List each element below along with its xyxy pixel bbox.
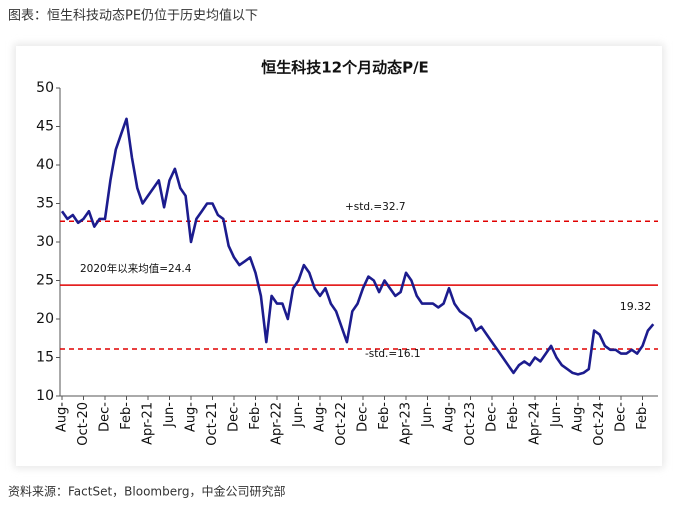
y-tick-label: 25	[36, 273, 54, 289]
x-tick-label: Oct-21	[205, 402, 220, 446]
x-tick-label: Feb-	[506, 402, 521, 430]
y-tick-label: 40	[36, 157, 54, 173]
x-tick-label: Aug-	[55, 402, 70, 432]
source: 资料来源：FactSet，Bloomberg，中金公司研究部	[8, 484, 285, 499]
x-tick-label: Dec-	[614, 402, 629, 432]
y-tick-label: 35	[36, 196, 54, 212]
chart-title: 恒生科技12个月动态P/E	[261, 59, 429, 77]
reference-label: 2020年以来均值=24.4	[80, 262, 192, 275]
x-tick-label: Aug-	[313, 402, 328, 432]
x-tick-label: Aug-	[442, 402, 457, 432]
x-tick-label: Oct-22	[334, 402, 349, 446]
x-tick-label: Jun-	[162, 402, 177, 428]
x-tick-label: Feb-	[635, 402, 650, 430]
x-tick-label: Oct-24	[592, 402, 607, 446]
x-tick-label: Dec-	[227, 402, 242, 432]
x-tick-label: Aug-	[571, 402, 586, 432]
y-tick-label: 50	[36, 80, 54, 96]
x-tick-label: Aug-	[184, 402, 199, 432]
x-tick-label: Apr-23	[399, 402, 414, 445]
x-tick-label: Oct-20	[76, 402, 91, 446]
x-tick-label: Apr-21	[141, 402, 156, 445]
x-tick-label: Feb-	[248, 402, 263, 430]
pe-line	[60, 117, 655, 376]
x-tick-label: Apr-22	[270, 402, 285, 445]
x-tick-label: Jun-	[549, 402, 564, 428]
x-tick-label: Oct-23	[463, 402, 478, 446]
y-tick-label: 30	[36, 234, 54, 250]
x-tick-label: Jun-	[420, 402, 435, 428]
x-tick-label: Dec-	[356, 402, 371, 432]
header: 图表：恒生科技动态PE仍位于历史均值以下	[8, 8, 258, 24]
x-tick-label: Dec-	[98, 402, 113, 432]
y-tick-label: 20	[36, 311, 54, 327]
x-tick-label: Jun-	[291, 402, 306, 428]
x-tick-label: Feb-	[377, 402, 392, 430]
reference-label: -std.=16.1	[365, 348, 421, 360]
y-tick-label: 45	[36, 119, 54, 135]
x-tick-label: Apr-24	[528, 402, 543, 445]
y-tick-label: 10	[36, 388, 54, 404]
y-tick-label: 15	[36, 350, 54, 366]
last-value-label: 19.32	[620, 300, 652, 313]
reference-label: +std.=32.7	[345, 201, 406, 213]
x-tick-label: Dec-	[485, 402, 500, 432]
x-tick-label: Feb-	[119, 402, 134, 430]
